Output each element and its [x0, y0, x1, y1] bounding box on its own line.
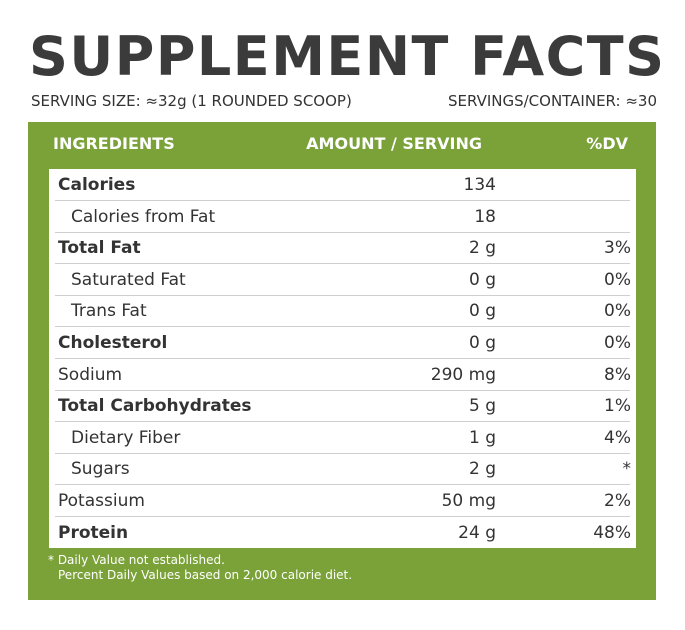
row-divider: [55, 294, 630, 296]
row-amount: 24 g: [458, 522, 496, 543]
row-name: Total Fat: [58, 238, 141, 259]
row-divider: [55, 389, 630, 391]
row-divider: [55, 231, 630, 233]
row-amount: 1 g: [468, 427, 496, 448]
footnote: * Daily Value not established. Percent D…: [48, 553, 638, 583]
table-row: Dietary Fiber 1 g 4%: [49, 422, 636, 454]
row-name: Protein: [58, 522, 129, 543]
footnote-line-2: Percent Daily Values based on 2,000 calo…: [58, 568, 353, 582]
row-divider: [55, 484, 630, 486]
row-divider: [55, 516, 630, 517]
row-dv: 0%: [604, 269, 631, 290]
row-name: Dietary Fiber: [71, 427, 181, 448]
row-name: Trans Fat: [71, 301, 147, 322]
row-dv: 48%: [593, 522, 631, 543]
row-name: Saturated Fat: [71, 269, 186, 290]
table-row: Sodium 290 mg 8%: [49, 359, 636, 391]
row-divider: [55, 326, 630, 328]
row-dv: 2%: [604, 491, 631, 511]
row-amount: 2 g: [468, 238, 496, 259]
row-name: Calories: [58, 175, 136, 195]
row-dv: 8%: [604, 364, 631, 385]
row-divider: [55, 358, 630, 359]
row-name: Calories from Fat: [71, 206, 216, 227]
facts-table: Calories 134 Calories from Fat 18 Total Fat 2…: [49, 169, 636, 548]
table-row: Total Fat 2 g 3%: [49, 232, 636, 265]
page-title: SUPPLEMENT FACTS: [29, 25, 666, 88]
row-amount: 290 mg: [430, 364, 496, 385]
row-dv: 1%: [604, 396, 631, 417]
table-row: Trans Fat 0 g 0%: [49, 295, 636, 328]
serving-info: SERVING SIZE: ≈32g (1 ROUNDED SCOOP) SER…: [31, 90, 657, 112]
footnote-line-1: * Daily Value not established.: [48, 553, 225, 567]
row-dv: *: [622, 459, 632, 480]
serving-size: SERVING SIZE: ≈32g (1 ROUNDED SCOOP): [31, 92, 352, 110]
row-name: Sodium: [58, 364, 123, 385]
row-name: Total Carbohydrates: [58, 396, 252, 417]
header-ingredients: INGREDIENTS: [53, 134, 175, 153]
table-row: Potassium 50 mg 2%: [49, 485, 636, 517]
facts-panel: INGREDIENTS AMOUNT / SERVING %DV Calorie…: [28, 122, 656, 600]
row-dv: 4%: [604, 427, 631, 448]
row-amount: 0 g: [468, 269, 496, 290]
row-amount: 0 g: [468, 333, 496, 353]
row-dv: 0%: [604, 333, 631, 353]
table-row: Sugars 2 g *: [49, 453, 636, 486]
header-dv: %DV: [586, 134, 628, 153]
table-row: Protein 24 g 48%: [49, 517, 636, 549]
row-dv: 0%: [604, 301, 631, 322]
row-divider: [55, 452, 630, 454]
row-name: Potassium: [58, 491, 145, 511]
row-amount: 2 g: [468, 459, 496, 480]
row-name: Cholesterol: [58, 333, 168, 353]
table-row: Calories 134: [49, 169, 636, 201]
table-row: Cholesterol 0 g 0%: [49, 327, 636, 359]
row-amount: 134: [463, 175, 496, 195]
row-amount: 5 g: [468, 396, 496, 417]
row-name: Sugars: [71, 459, 130, 480]
table-row: Saturated Fat 0 g 0%: [49, 264, 636, 296]
table-header: INGREDIENTS AMOUNT / SERVING %DV: [28, 122, 656, 166]
row-divider: [55, 263, 630, 265]
row-divider: [55, 421, 630, 423]
row-amount: 50 mg: [441, 491, 496, 511]
header-amount: AMOUNT / SERVING: [306, 134, 482, 153]
row-amount: 18: [474, 206, 496, 227]
table-row: Total Carbohydrates 5 g 1%: [49, 390, 636, 423]
row-amount: 0 g: [468, 301, 496, 322]
row-dv: 3%: [604, 238, 631, 259]
row-divider: [55, 200, 630, 201]
table-row: Calories from Fat 18: [49, 201, 636, 233]
servings-per-container: SERVINGS/CONTAINER: ≈30: [447, 92, 657, 110]
